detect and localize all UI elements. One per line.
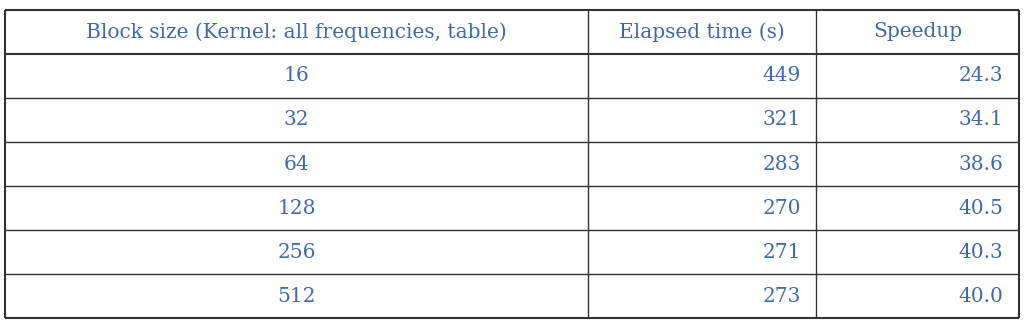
Text: 40.3: 40.3 (958, 243, 1004, 262)
Text: 271: 271 (762, 243, 801, 262)
Text: 24.3: 24.3 (958, 66, 1004, 85)
Text: 34.1: 34.1 (958, 111, 1004, 130)
Text: 256: 256 (278, 243, 315, 262)
Text: 40.5: 40.5 (958, 198, 1004, 217)
Text: 38.6: 38.6 (958, 154, 1004, 174)
Text: 40.0: 40.0 (958, 287, 1004, 306)
Text: 273: 273 (763, 287, 801, 306)
Text: Block size (Kernel: all frequencies, table): Block size (Kernel: all frequencies, tab… (86, 22, 507, 42)
Text: Speedup: Speedup (872, 22, 963, 41)
Text: 128: 128 (278, 198, 315, 217)
Text: Elapsed time (s): Elapsed time (s) (620, 22, 785, 42)
Text: 512: 512 (278, 287, 315, 306)
Text: 270: 270 (762, 198, 801, 217)
Text: 16: 16 (284, 66, 309, 85)
Text: 449: 449 (763, 66, 801, 85)
Text: 32: 32 (284, 111, 309, 130)
Text: 321: 321 (763, 111, 801, 130)
Text: 64: 64 (284, 154, 309, 174)
Text: 283: 283 (763, 154, 801, 174)
